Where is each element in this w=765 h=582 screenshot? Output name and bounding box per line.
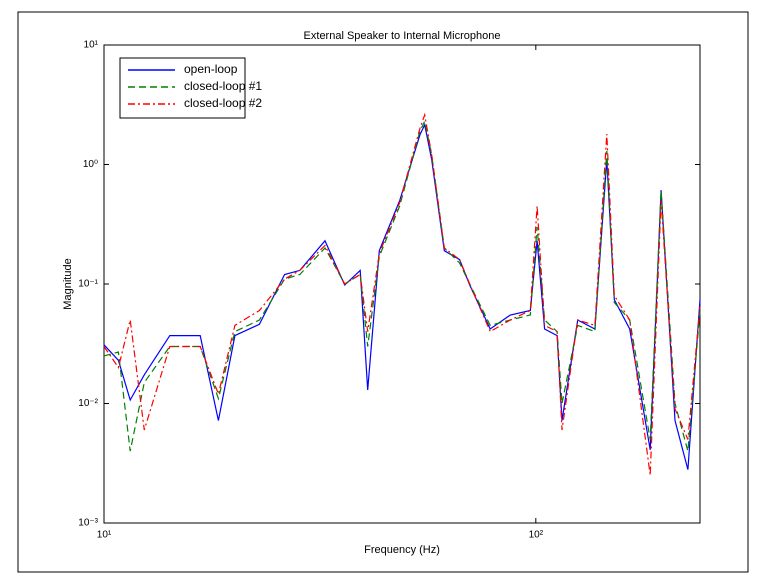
chart-title: External Speaker to Internal Microphone (304, 30, 501, 42)
legend-label: closed-loop #1 (184, 79, 262, 93)
legend-label: closed-loop #2 (184, 96, 262, 110)
y-axis-label: Magnitude (62, 258, 74, 309)
y-tick-label: 10¹ (84, 40, 99, 51)
x-axis-label: Frequency (Hz) (364, 544, 440, 556)
legend-box (119, 57, 246, 119)
y-tick-label: 10⁰ (83, 159, 98, 170)
x-tick-label: 10² (529, 530, 544, 541)
legend-label: open-loop (184, 62, 238, 76)
series-line (103, 112, 701, 476)
x-tick-label: 10¹ (97, 530, 112, 541)
y-tick-label: 10⁻³ (78, 518, 98, 529)
y-tick-label: 10⁻¹ (78, 279, 98, 290)
y-tick-label: 10⁻² (78, 398, 98, 409)
